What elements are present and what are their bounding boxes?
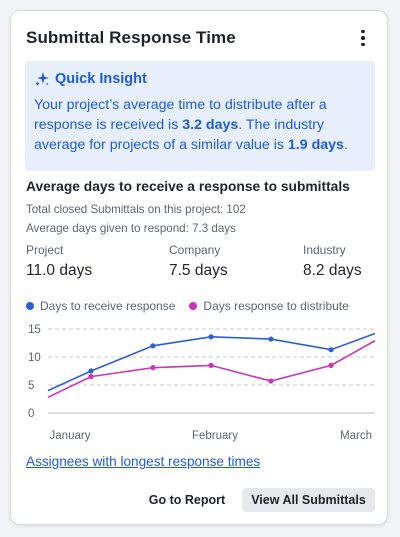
data-point: [88, 368, 94, 374]
stat-company: Company 7.5 days: [169, 243, 228, 280]
data-point: [150, 365, 156, 371]
stat-value: 7.5 days: [169, 262, 228, 279]
insight-text: Your project’s average time to distribut…: [34, 97, 348, 153]
legend-label-distribute: Days response to distribute: [203, 299, 349, 313]
view-all-submittals-button[interactable]: View All Submittals: [242, 488, 375, 512]
card-title: Submittal Response Time: [26, 28, 236, 47]
y-tick-label: 5: [28, 380, 34, 392]
data-point: [268, 378, 274, 384]
legend-dot-distribute: [189, 302, 198, 310]
data-point: [150, 343, 156, 349]
legend-item-receive[interactable]: Days to receive response: [26, 299, 175, 313]
data-point: [328, 347, 334, 353]
data-point: [328, 362, 334, 368]
series-line-0: [47, 332, 376, 392]
stat-label: Company: [169, 243, 221, 257]
submittal-response-card: Submittal Response Time Quick Insight Yo…: [10, 10, 388, 525]
chart-legend: Days to receive response Days response t…: [26, 299, 349, 313]
y-tick-label: 10: [28, 352, 41, 364]
sparkle-icon: [35, 72, 49, 87]
x-tick-label: January: [50, 430, 91, 442]
kebab-menu-icon[interactable]: [353, 27, 373, 49]
insight-title: Quick Insight: [55, 71, 147, 87]
data-point: [88, 374, 94, 380]
industry-distribute-value: 1.9 days: [287, 137, 344, 153]
data-point: [268, 336, 274, 342]
assignees-link[interactable]: Assignees with longest response times: [26, 454, 261, 469]
project-distribute-value: 3.2 days: [182, 117, 239, 133]
legend-item-distribute[interactable]: Days response to distribute: [189, 299, 349, 313]
stat-value: 8.2 days: [303, 262, 362, 279]
stat-industry: Industry 8.2 days: [303, 243, 362, 280]
stat-label: Project: [26, 243, 64, 257]
stat-label: Industry: [303, 243, 346, 257]
line-chart: 0 5 10 15 January February March: [28, 324, 376, 442]
data-point: [208, 362, 214, 368]
x-tick-label: March: [340, 430, 372, 442]
avg-given-text: Average days given to respond: 7.3 days: [26, 222, 236, 235]
y-tick-label: 15: [28, 324, 41, 336]
section-title: Average days to receive a response to su…: [26, 179, 350, 194]
x-tick-label: February: [192, 430, 238, 442]
data-point: [208, 334, 214, 340]
y-tick-label: 0: [28, 408, 34, 420]
stat-value: 11.0 days: [26, 262, 93, 279]
stat-project: Project 11.0 days: [26, 243, 92, 280]
go-to-report-button[interactable]: Go to Report: [148, 493, 226, 507]
quick-insight-panel: Quick Insight Your project’s average tim…: [25, 61, 375, 171]
legend-dot-receive: [26, 302, 34, 310]
total-closed-text: Total closed Submittals on this project:…: [26, 203, 246, 216]
legend-label-receive: Days to receive response: [40, 299, 176, 313]
